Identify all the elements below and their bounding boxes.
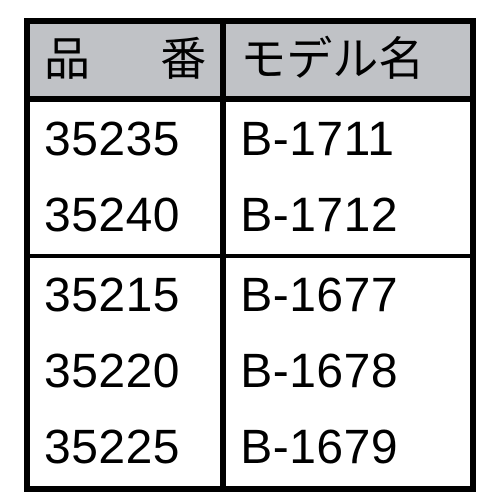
- table-row: 35240 B-1712: [27, 178, 473, 256]
- table-container: 品 番 モデル名 35235 B-1711 35240 B-1712 35215…: [0, 0, 500, 500]
- cell-part-no: 35215: [27, 256, 223, 334]
- cell-model: B-1677: [223, 256, 473, 334]
- col-header-part-no: 品 番: [27, 21, 223, 99]
- table-row: 35220 B-1678: [27, 334, 473, 410]
- product-table: 品 番 モデル名 35235 B-1711 35240 B-1712 35215…: [24, 18, 476, 492]
- col-header-part-no-char2: 番: [160, 36, 206, 82]
- col-header-model: モデル名: [223, 21, 473, 99]
- cell-part-no: 35220: [27, 334, 223, 410]
- cell-model: B-1711: [223, 99, 473, 178]
- table-header-row: 品 番 モデル名: [27, 21, 473, 99]
- cell-part-no: 35240: [27, 178, 223, 256]
- cell-model: B-1679: [223, 410, 473, 489]
- table-row: 35225 B-1679: [27, 410, 473, 489]
- cell-model: B-1678: [223, 334, 473, 410]
- cell-part-no: 35235: [27, 99, 223, 178]
- table-row: 35235 B-1711: [27, 99, 473, 178]
- col-header-part-no-char1: 品: [44, 36, 90, 82]
- cell-part-no: 35225: [27, 410, 223, 489]
- table-row: 35215 B-1677: [27, 256, 473, 334]
- cell-model: B-1712: [223, 178, 473, 256]
